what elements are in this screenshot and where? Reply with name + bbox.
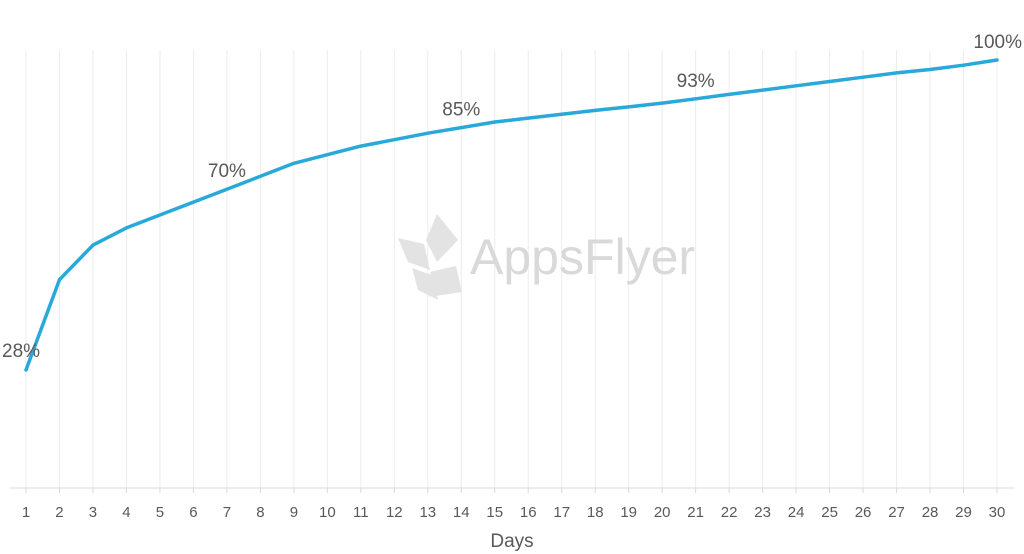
x-tick-label: 21 (687, 504, 704, 521)
data-point-day-9 (292, 161, 296, 165)
data-point-day-26 (861, 75, 865, 79)
data-point-day-14 (459, 126, 463, 130)
x-tick-label: 6 (189, 504, 197, 521)
watermark-text: AppsFlyer (470, 229, 695, 285)
x-tick-label: 18 (587, 504, 604, 521)
x-tick-label: 9 (290, 504, 298, 521)
x-tick-label: 14 (453, 504, 470, 521)
x-tick-label: 4 (122, 504, 130, 521)
data-point-day-7 (225, 187, 229, 191)
x-tick-label: 11 (353, 504, 369, 521)
x-tick-label: 13 (419, 504, 436, 521)
data-point-day-12 (392, 138, 396, 142)
data-point-day-10 (325, 153, 329, 157)
data-point-day-6 (191, 200, 195, 204)
x-tick-label: 7 (223, 504, 231, 521)
data-point-day-25 (828, 80, 832, 84)
data-point-day-23 (761, 88, 765, 92)
x-tick-label: 30 (989, 504, 1006, 521)
x-tick-label: 25 (821, 504, 838, 521)
x-tick-label: 29 (955, 504, 972, 521)
x-tick-label: 20 (654, 504, 671, 521)
x-tick-label: 24 (788, 504, 805, 521)
data-point-day-3 (91, 243, 95, 247)
data-point-day-2 (57, 278, 61, 282)
data-point-day-8 (258, 174, 262, 178)
data-point-day-17 (560, 112, 564, 116)
data-point-day-22 (727, 92, 731, 96)
x-tick-label: 5 (156, 504, 164, 521)
series-layer (24, 58, 999, 372)
x-tick-label: 22 (721, 504, 738, 521)
data-label-day-30: 100% (973, 32, 1022, 53)
data-point-day-4 (124, 226, 128, 230)
x-tick-label: 2 (55, 504, 63, 521)
x-axis-title: Days (490, 531, 533, 552)
x-tick-label: 28 (922, 504, 939, 521)
data-point-day-27 (895, 71, 899, 75)
data-labels: 28% 70% 85% 93% 100% (2, 32, 1022, 362)
x-tick-label: 23 (754, 504, 771, 521)
data-point-day-15 (493, 120, 497, 124)
data-point-day-16 (526, 116, 530, 120)
data-point-day-29 (962, 63, 966, 67)
series-line (24, 58, 999, 372)
data-point-day-20 (660, 101, 664, 105)
x-axis-ticks: 1 2 3 4 5 6 7 8 9 10 11 12 13 14 15 16 17 18 19 20 21 22 23 24 2… (22, 488, 1006, 521)
x-tick-label: 27 (888, 504, 905, 521)
x-tick-label: 3 (89, 504, 97, 521)
x-tick-label: 10 (319, 504, 336, 521)
x-tick-label: 26 (855, 504, 872, 521)
data-point-day-30 (995, 58, 999, 62)
x-tick-label: 17 (553, 504, 570, 521)
data-point-day-11 (359, 144, 363, 148)
data-point-day-13 (426, 131, 430, 135)
x-tick-label: 19 (620, 504, 637, 521)
x-tick-label: 15 (486, 504, 503, 521)
data-point-day-19 (627, 105, 631, 109)
data-label-day-7: 70% (208, 161, 246, 182)
data-point-day-18 (593, 108, 597, 112)
data-point-day-21 (694, 97, 698, 101)
x-tick-label: 12 (386, 504, 403, 521)
data-point-day-28 (928, 67, 932, 71)
x-tick-label: 1 (22, 504, 30, 521)
appsflyer-logo-icon (398, 214, 462, 300)
data-label-day-14: 85% (442, 100, 480, 121)
data-label-day-21: 93% (677, 71, 715, 92)
watermark-logo: AppsFlyer (398, 214, 695, 300)
data-point-day-24 (794, 84, 798, 88)
data-point-day-5 (158, 213, 162, 217)
data-label-day-1: 28% (2, 341, 40, 362)
x-tick-label: 8 (256, 504, 264, 521)
x-tick-label: 16 (520, 504, 537, 521)
data-point-day-1 (24, 368, 28, 372)
